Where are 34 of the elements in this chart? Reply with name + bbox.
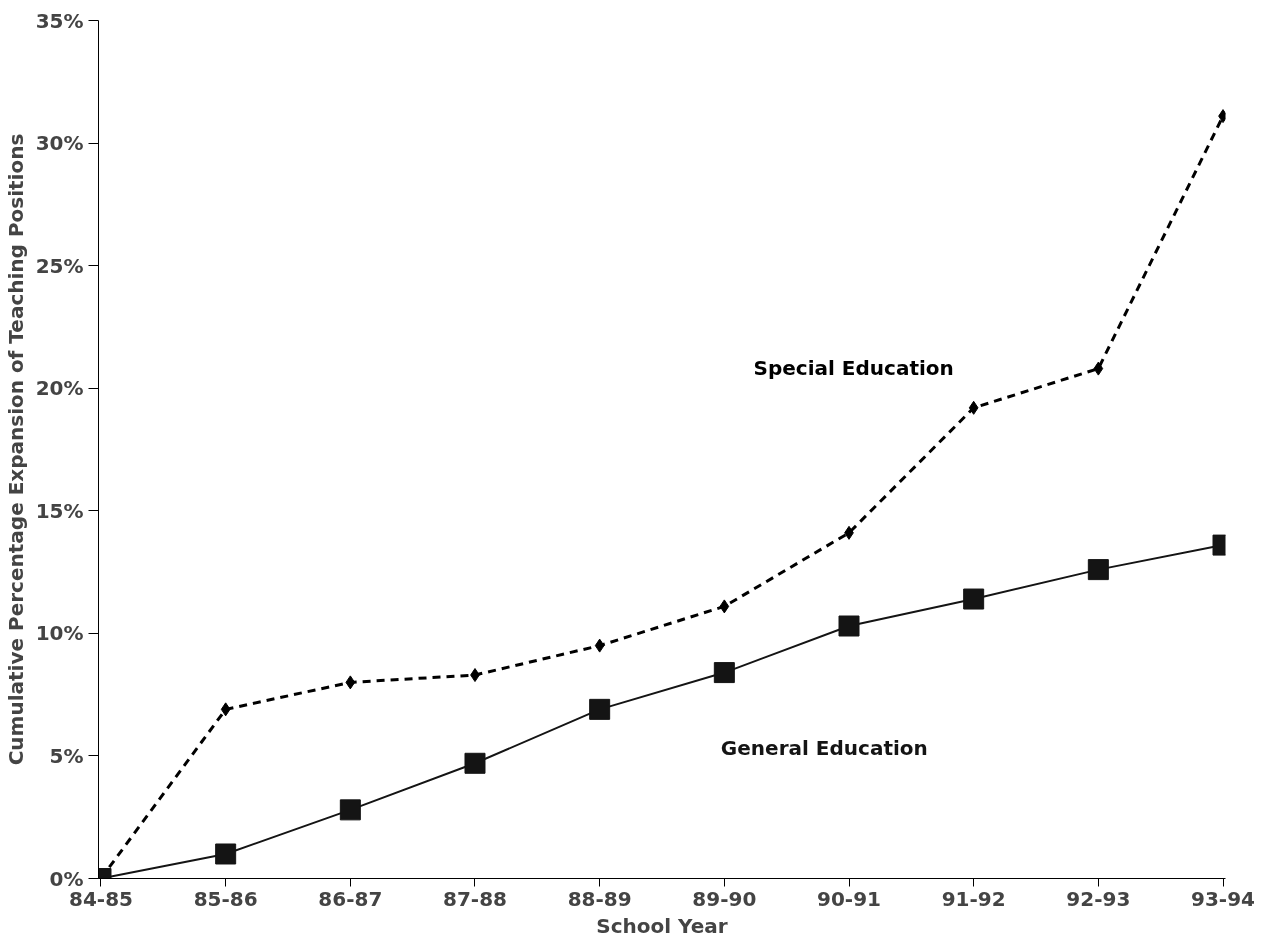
point (838, 615, 860, 637)
x-tick-label: 88-89 (567, 886, 632, 911)
x-tick-label: 92-93 (1066, 886, 1131, 911)
x-tick-label: 86-87 (318, 886, 383, 911)
y-tick-label: 35% (35, 8, 84, 33)
point (1087, 559, 1109, 581)
y-tick-label: 25% (35, 253, 84, 278)
point (339, 799, 361, 821)
x-tick-label: 87-88 (443, 886, 507, 911)
point (220, 702, 231, 717)
point (719, 599, 730, 614)
point (713, 662, 735, 684)
y-tick-label: 5% (49, 743, 84, 768)
point (345, 675, 356, 690)
x-tick-label: 85-86 (193, 886, 258, 911)
point (215, 843, 237, 865)
x-tick-label: 89-90 (692, 886, 757, 911)
y-tick-label: 30% (35, 131, 84, 156)
y-tick-label: 20% (35, 376, 84, 401)
point (1093, 361, 1104, 376)
point (464, 752, 486, 774)
y-tick-label: 15% (35, 498, 84, 523)
x-tick-label: 91-92 (941, 886, 1006, 911)
x-tick-label: 90-91 (817, 886, 881, 911)
x-axis-title: School Year (596, 913, 728, 938)
point (968, 400, 979, 415)
series-label: Special Education (753, 355, 954, 380)
y-axis-title: Cumulative Percentage Expansion of Teaching Positions (3, 133, 28, 766)
point (589, 698, 611, 720)
point (963, 588, 985, 610)
x-tick-label: 93-94 (1191, 886, 1255, 911)
text: General Education (720, 735, 928, 760)
y-tick-label: 10% (35, 621, 84, 646)
point (594, 638, 605, 653)
